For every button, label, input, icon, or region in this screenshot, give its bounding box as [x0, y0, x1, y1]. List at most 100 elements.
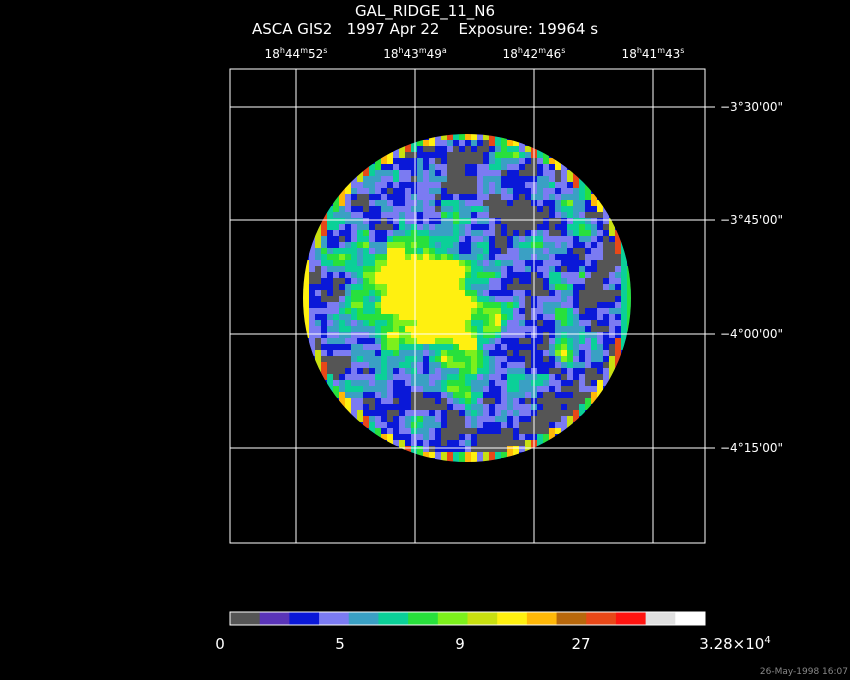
image-pixel: [339, 284, 345, 290]
image-pixel: [339, 278, 345, 284]
image-pixel: [483, 188, 489, 194]
image-pixel: [351, 314, 357, 320]
image-pixel: [483, 248, 489, 254]
image-pixel: [417, 416, 423, 422]
image-pixel: [495, 158, 501, 164]
image-pixel: [561, 386, 567, 392]
image-pixel: [429, 404, 435, 410]
image-pixel: [351, 212, 357, 218]
image-pixel: [405, 278, 411, 284]
image-pixel: [561, 428, 567, 434]
image-pixel: [579, 254, 585, 260]
image-pixel: [621, 248, 627, 254]
image-pixel: [507, 194, 513, 200]
image-pixel: [417, 266, 423, 272]
image-pixel: [435, 368, 441, 374]
image-pixel: [327, 332, 333, 338]
image-pixel: [537, 386, 543, 392]
image-pixel: [369, 314, 375, 320]
image-pixel: [507, 362, 513, 368]
image-pixel: [327, 356, 333, 362]
image-pixel: [435, 278, 441, 284]
image-pixel: [399, 152, 405, 158]
image-pixel: [327, 254, 333, 260]
image-pixel: [483, 134, 489, 140]
image-pixel: [519, 290, 525, 296]
image-pixel: [369, 272, 375, 278]
image-pixel: [369, 188, 375, 194]
image-pixel: [621, 320, 627, 326]
image-pixel: [471, 314, 477, 320]
image-pixel: [579, 182, 585, 188]
image-pixel: [399, 284, 405, 290]
image-pixel: [537, 164, 543, 170]
image-pixel: [381, 176, 387, 182]
image-pixel: [561, 254, 567, 260]
image-pixel: [441, 434, 447, 440]
image-pixel: [399, 380, 405, 386]
image-pixel: [303, 284, 309, 290]
image-pixel: [411, 164, 417, 170]
image-pixel: [375, 200, 381, 206]
image-pixel: [381, 308, 387, 314]
image-pixel: [549, 374, 555, 380]
image-pixel: [489, 296, 495, 302]
image-pixel: [357, 200, 363, 206]
image-pixel: [567, 248, 573, 254]
image-pixel: [549, 356, 555, 362]
image-pixel: [519, 440, 525, 446]
image-pixel: [381, 206, 387, 212]
image-pixel: [543, 290, 549, 296]
image-pixel: [441, 392, 447, 398]
image-pixel: [597, 266, 603, 272]
image-pixel: [435, 392, 441, 398]
image-pixel: [405, 140, 411, 146]
image-pixel: [567, 284, 573, 290]
image-pixel: [489, 290, 495, 296]
image-pixel: [459, 302, 465, 308]
image-pixel: [339, 344, 345, 350]
image-pixel: [423, 176, 429, 182]
image-pixel: [489, 392, 495, 398]
image-pixel: [549, 170, 555, 176]
image-pixel: [555, 380, 561, 386]
image-pixel: [351, 248, 357, 254]
image-pixel: [411, 182, 417, 188]
image-pixel: [537, 206, 543, 212]
image-pixel: [423, 290, 429, 296]
image-pixel: [615, 338, 621, 344]
image-pixel: [387, 332, 393, 338]
image-pixel: [591, 392, 597, 398]
image-pixel: [555, 182, 561, 188]
image-pixel: [561, 356, 567, 362]
image-pixel: [471, 452, 477, 458]
image-pixel: [387, 230, 393, 236]
image-pixel: [597, 350, 603, 356]
image-pixel: [579, 404, 585, 410]
image-pixel: [495, 332, 501, 338]
image-pixel: [441, 266, 447, 272]
image-pixel: [573, 260, 579, 266]
image-pixel: [501, 452, 507, 458]
image-pixel: [615, 260, 621, 266]
image-pixel: [381, 428, 387, 434]
image-pixel: [405, 182, 411, 188]
image-pixel: [597, 374, 603, 380]
image-pixel: [585, 386, 591, 392]
image-pixel: [381, 230, 387, 236]
image-pixel: [489, 326, 495, 332]
image-pixel: [423, 296, 429, 302]
image-pixel: [525, 320, 531, 326]
image-pixel: [525, 392, 531, 398]
image-pixel: [489, 410, 495, 416]
image-pixel: [423, 326, 429, 332]
image-pixel: [375, 242, 381, 248]
object-title: GAL_RIDGE_11_N6: [354, 2, 496, 20]
image-pixel: [543, 266, 549, 272]
image-pixel: [327, 314, 333, 320]
image-pixel: [435, 428, 441, 434]
image-pixel: [345, 332, 351, 338]
image-pixel: [345, 188, 351, 194]
image-pixel: [561, 188, 567, 194]
image-pixel: [435, 260, 441, 266]
